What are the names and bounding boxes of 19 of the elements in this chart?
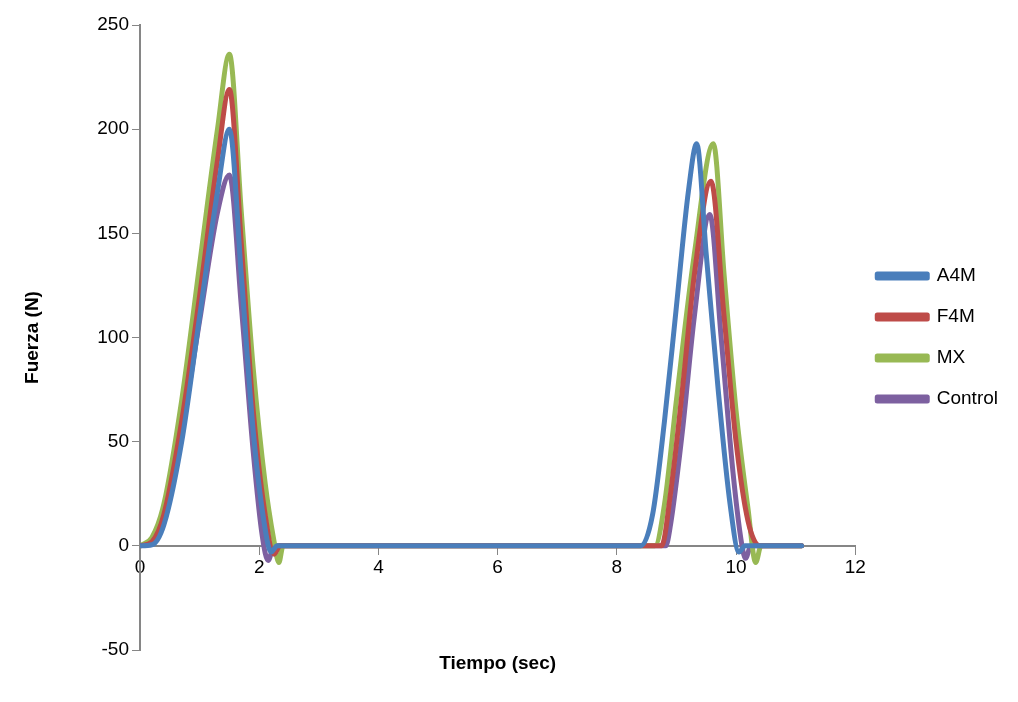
x-tick-label: 8 (611, 556, 623, 578)
legend-label: A4M (936, 264, 976, 286)
legend-label: F4M (936, 305, 975, 327)
x-tick-label: 4 (373, 556, 385, 578)
y-tick-label: 100 (97, 325, 129, 347)
x-tick-label: 10 (725, 556, 747, 578)
y-tick-label: 200 (97, 117, 129, 139)
y-tick-label: 150 (97, 221, 129, 243)
y-tick-label: 50 (107, 429, 129, 451)
x-tick-label: 2 (253, 556, 265, 578)
x-axis-title: Tiempo (sec) (439, 652, 557, 674)
x-tick-label: 6 (492, 556, 503, 578)
y-axis-title: Fuerza (N) (21, 291, 43, 384)
legend-label: MX (936, 346, 966, 368)
y-tick-label: -50 (101, 638, 129, 660)
x-tick-label: 12 (844, 556, 866, 578)
legend-label: Control (936, 387, 998, 409)
y-tick-label: 0 (118, 534, 129, 556)
y-tick-label: 250 (97, 13, 129, 35)
